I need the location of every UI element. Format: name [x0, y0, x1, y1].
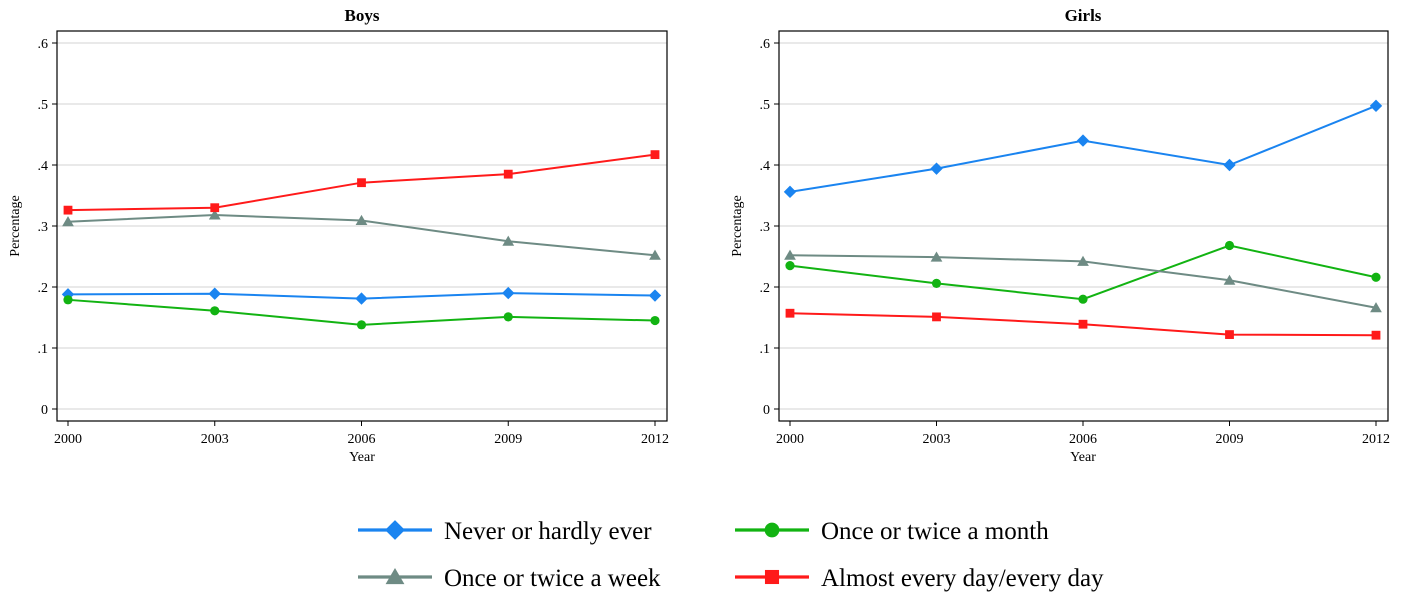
legend-marker	[385, 520, 405, 540]
y-tick-label: .2	[760, 281, 771, 296]
x-axis-label: Year	[1070, 450, 1096, 465]
data-point	[356, 320, 367, 330]
x-tick-label: 2012	[1362, 432, 1390, 447]
data-point	[1371, 272, 1381, 282]
data-point	[784, 249, 796, 260]
data-point	[355, 292, 368, 305]
data-point	[63, 205, 73, 215]
series-once-or-twice-a-month	[63, 295, 660, 330]
data-point	[502, 235, 515, 246]
series-once-or-twice-a-week	[62, 209, 661, 260]
data-point	[1369, 99, 1383, 113]
data-point	[210, 306, 220, 316]
y-tick-label: .4	[760, 159, 771, 174]
data-point	[930, 162, 943, 175]
y-axis-label: Percentage	[8, 195, 23, 256]
girls-panel: Girls 0 .1 .2 .3 .4 .5 .6 2000 2003 2006 2009 2012 Ye…	[730, 6, 1390, 465]
data-point	[1078, 294, 1088, 304]
data-point	[210, 203, 220, 213]
data-point	[932, 312, 941, 322]
data-point	[1370, 302, 1382, 313]
series-never-or-hardly-ever	[61, 286, 662, 305]
y-axis-label: Percentage	[730, 195, 745, 256]
x-axis-label: Year	[349, 450, 375, 465]
data-point	[1225, 330, 1234, 339]
x-tick-label: 2009	[1216, 432, 1244, 447]
data-point	[1224, 240, 1235, 251]
data-point	[649, 249, 661, 260]
data-point	[930, 251, 943, 262]
y-tick-label: 0	[763, 403, 770, 418]
legend-label: Never or hardly ever	[444, 518, 652, 545]
x-tick-label: 2000	[776, 432, 804, 447]
x-tick-label: 2009	[494, 432, 522, 447]
legend-label: Almost every day/every day	[821, 565, 1104, 592]
data-point	[503, 312, 513, 322]
data-point	[785, 308, 795, 318]
y-tick-label: .6	[38, 37, 49, 52]
legend-marker	[385, 568, 405, 585]
y-tick-label: .3	[760, 220, 771, 235]
y-tick-label: .6	[760, 37, 771, 52]
data-point	[648, 289, 662, 302]
data-point	[1076, 134, 1090, 147]
y-tick-label: .1	[760, 342, 771, 357]
data-point	[1223, 274, 1236, 285]
y-tick-label: .1	[38, 342, 49, 357]
data-point	[650, 315, 660, 326]
panel-title: Boys	[345, 6, 380, 25]
data-point	[1077, 255, 1089, 266]
y-tick-label: .5	[760, 98, 771, 113]
data-point	[931, 278, 942, 288]
data-point	[503, 169, 513, 179]
data-point	[357, 178, 366, 188]
legend-marker	[764, 569, 780, 585]
x-tick-label: 2003	[201, 432, 229, 447]
series-almost-every-day-every-day	[785, 308, 1381, 340]
legend: Never or hardly ever Once or twice a mont…	[358, 518, 1104, 592]
data-point	[650, 150, 660, 160]
legend-label: Once or twice a month	[821, 518, 1049, 545]
y-tick-label: .2	[38, 281, 49, 296]
x-tick-label: 2006	[1069, 432, 1097, 447]
boys-panel: Boys 0 .1 .2 .3 .4 .5 .6 2000 2003 2006 2009 2012 Yea…	[8, 6, 669, 465]
data-point	[1223, 158, 1236, 172]
y-tick-label: .5	[38, 98, 49, 113]
y-tick-label: .3	[38, 220, 49, 235]
data-point	[208, 287, 221, 300]
legend-item: Once or twice a week	[358, 565, 661, 592]
series-never-or-hardly-ever	[783, 99, 1383, 199]
series-once-or-twice-a-week	[784, 249, 1382, 313]
data-point	[1078, 319, 1088, 329]
x-tick-label: 2006	[348, 432, 376, 447]
series-almost-every-day-every-day	[63, 150, 660, 215]
y-tick-label: .4	[38, 159, 49, 174]
legend-item: Once or twice a month	[735, 518, 1049, 545]
x-tick-label: 2012	[641, 432, 669, 447]
data-point	[783, 185, 797, 199]
data-point	[1371, 330, 1381, 340]
legend-marker	[764, 522, 780, 538]
legend-label: Once or twice a week	[444, 565, 661, 592]
data-point	[208, 209, 221, 220]
data-point	[785, 261, 795, 271]
legend-item: Never or hardly ever	[358, 518, 652, 545]
data-point	[502, 286, 515, 300]
data-point	[355, 214, 368, 225]
data-point	[63, 295, 73, 305]
series-once-or-twice-a-month	[785, 240, 1381, 304]
panel-title: Girls	[1065, 6, 1102, 25]
legend-item: Almost every day/every day	[735, 565, 1104, 592]
series-line	[789, 104, 1377, 193]
x-tick-label: 2000	[54, 432, 82, 447]
x-tick-label: 2003	[923, 432, 951, 447]
y-tick-label: 0	[41, 403, 48, 418]
data-point	[62, 216, 74, 227]
